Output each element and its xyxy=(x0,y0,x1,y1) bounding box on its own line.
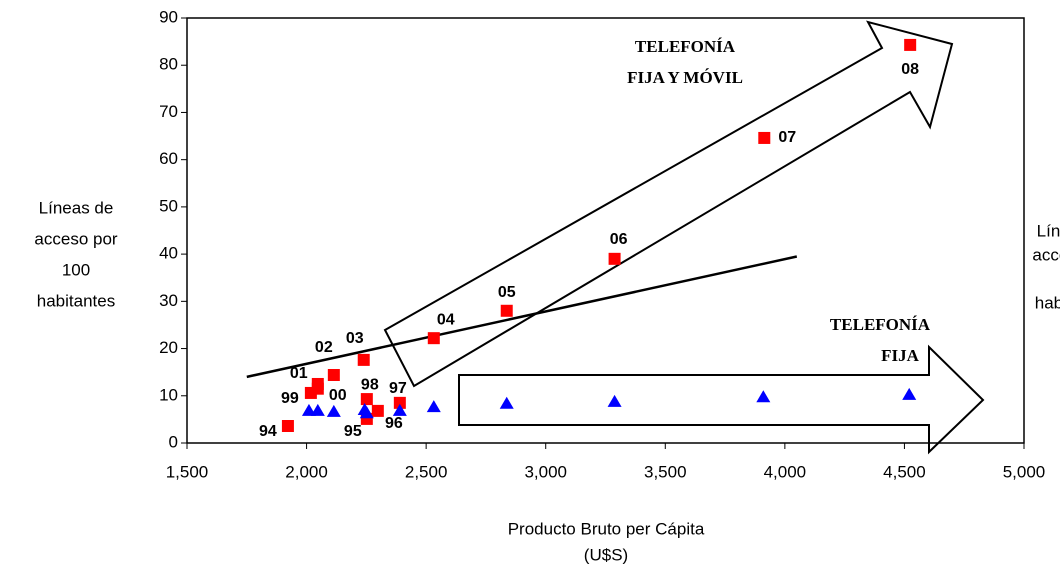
y-axis-label: habitantes xyxy=(37,291,115,310)
y-axis-label: Líneas de xyxy=(39,198,114,217)
y2-axis-label: habitantes xyxy=(1035,293,1060,312)
y-tick-label: 0 xyxy=(169,432,178,451)
point xyxy=(360,393,373,406)
x-tick-label: 4,500 xyxy=(883,462,926,481)
annotation: TELEFONÍA xyxy=(635,37,736,56)
annotation: FIJA xyxy=(881,346,920,365)
point xyxy=(359,406,374,419)
y-axis-label: 100 xyxy=(62,260,90,279)
point xyxy=(756,390,771,403)
point xyxy=(281,420,294,432)
y-tick-label: 50 xyxy=(159,196,178,215)
x-tick-label: 5,000 xyxy=(1003,462,1046,481)
x-tick-label: 4,000 xyxy=(764,462,807,481)
x-tick-label: 2,500 xyxy=(405,462,448,481)
y-tick-label: 80 xyxy=(159,55,178,74)
y2-axis-label: acceso por xyxy=(1032,245,1060,264)
point xyxy=(500,304,513,317)
x-axis-label: Producto Bruto per Cápita xyxy=(508,519,705,538)
point xyxy=(327,369,340,381)
point xyxy=(392,403,407,416)
data-label: 99 xyxy=(281,390,299,407)
data-label: 03 xyxy=(346,330,364,347)
data-label: 08 xyxy=(901,61,919,78)
data-label: 00 xyxy=(329,387,347,404)
y-tick-label: 10 xyxy=(159,385,178,404)
point xyxy=(371,404,384,417)
annotation: FIJA Y MÓVIL xyxy=(627,68,743,87)
point xyxy=(904,38,917,51)
plot-frame xyxy=(186,17,1025,444)
point xyxy=(902,387,917,400)
y-tick-label: 70 xyxy=(159,102,178,121)
annotation: TELEFONÍA xyxy=(830,315,931,334)
y-tick-label: 40 xyxy=(159,244,178,263)
data-label: 05 xyxy=(498,284,516,301)
point xyxy=(499,396,514,409)
point xyxy=(758,131,771,144)
y-axis-label: acceso por xyxy=(34,229,117,248)
data-label: 98 xyxy=(361,376,379,393)
arrow-mobile xyxy=(383,20,954,388)
arrow-fixed xyxy=(458,344,985,455)
data-label: 95 xyxy=(344,423,362,440)
point xyxy=(426,400,441,413)
y-tick-label: 90 xyxy=(159,7,178,26)
point xyxy=(393,396,406,409)
y-tick-label: 60 xyxy=(159,149,178,168)
data-label: 94 xyxy=(259,423,277,440)
data-label: 04 xyxy=(437,311,455,328)
point xyxy=(326,404,341,417)
x-tick-label: 2,000 xyxy=(285,462,328,481)
y-tick-label: 20 xyxy=(159,338,178,357)
x-tick-label: 3,500 xyxy=(644,462,687,481)
data-label: 01 xyxy=(290,365,308,382)
point xyxy=(357,353,370,366)
y-tick-label: 30 xyxy=(159,291,178,310)
x-axis-label: (U$S) xyxy=(584,545,628,564)
y2-axis-label: Líneas de xyxy=(1037,221,1060,240)
data-label: 07 xyxy=(778,129,796,146)
point xyxy=(301,403,316,416)
point xyxy=(608,252,621,265)
point xyxy=(310,403,325,416)
data-label: 06 xyxy=(610,231,628,248)
data-label: 97 xyxy=(389,380,407,397)
trend-line xyxy=(246,255,798,379)
data-label: 96 xyxy=(385,415,403,432)
data-label: 02 xyxy=(315,339,333,356)
x-tick-label: 3,000 xyxy=(524,462,567,481)
point xyxy=(427,332,440,345)
x-tick-label: 1,500 xyxy=(166,462,209,481)
point xyxy=(311,377,324,390)
point xyxy=(607,394,622,407)
